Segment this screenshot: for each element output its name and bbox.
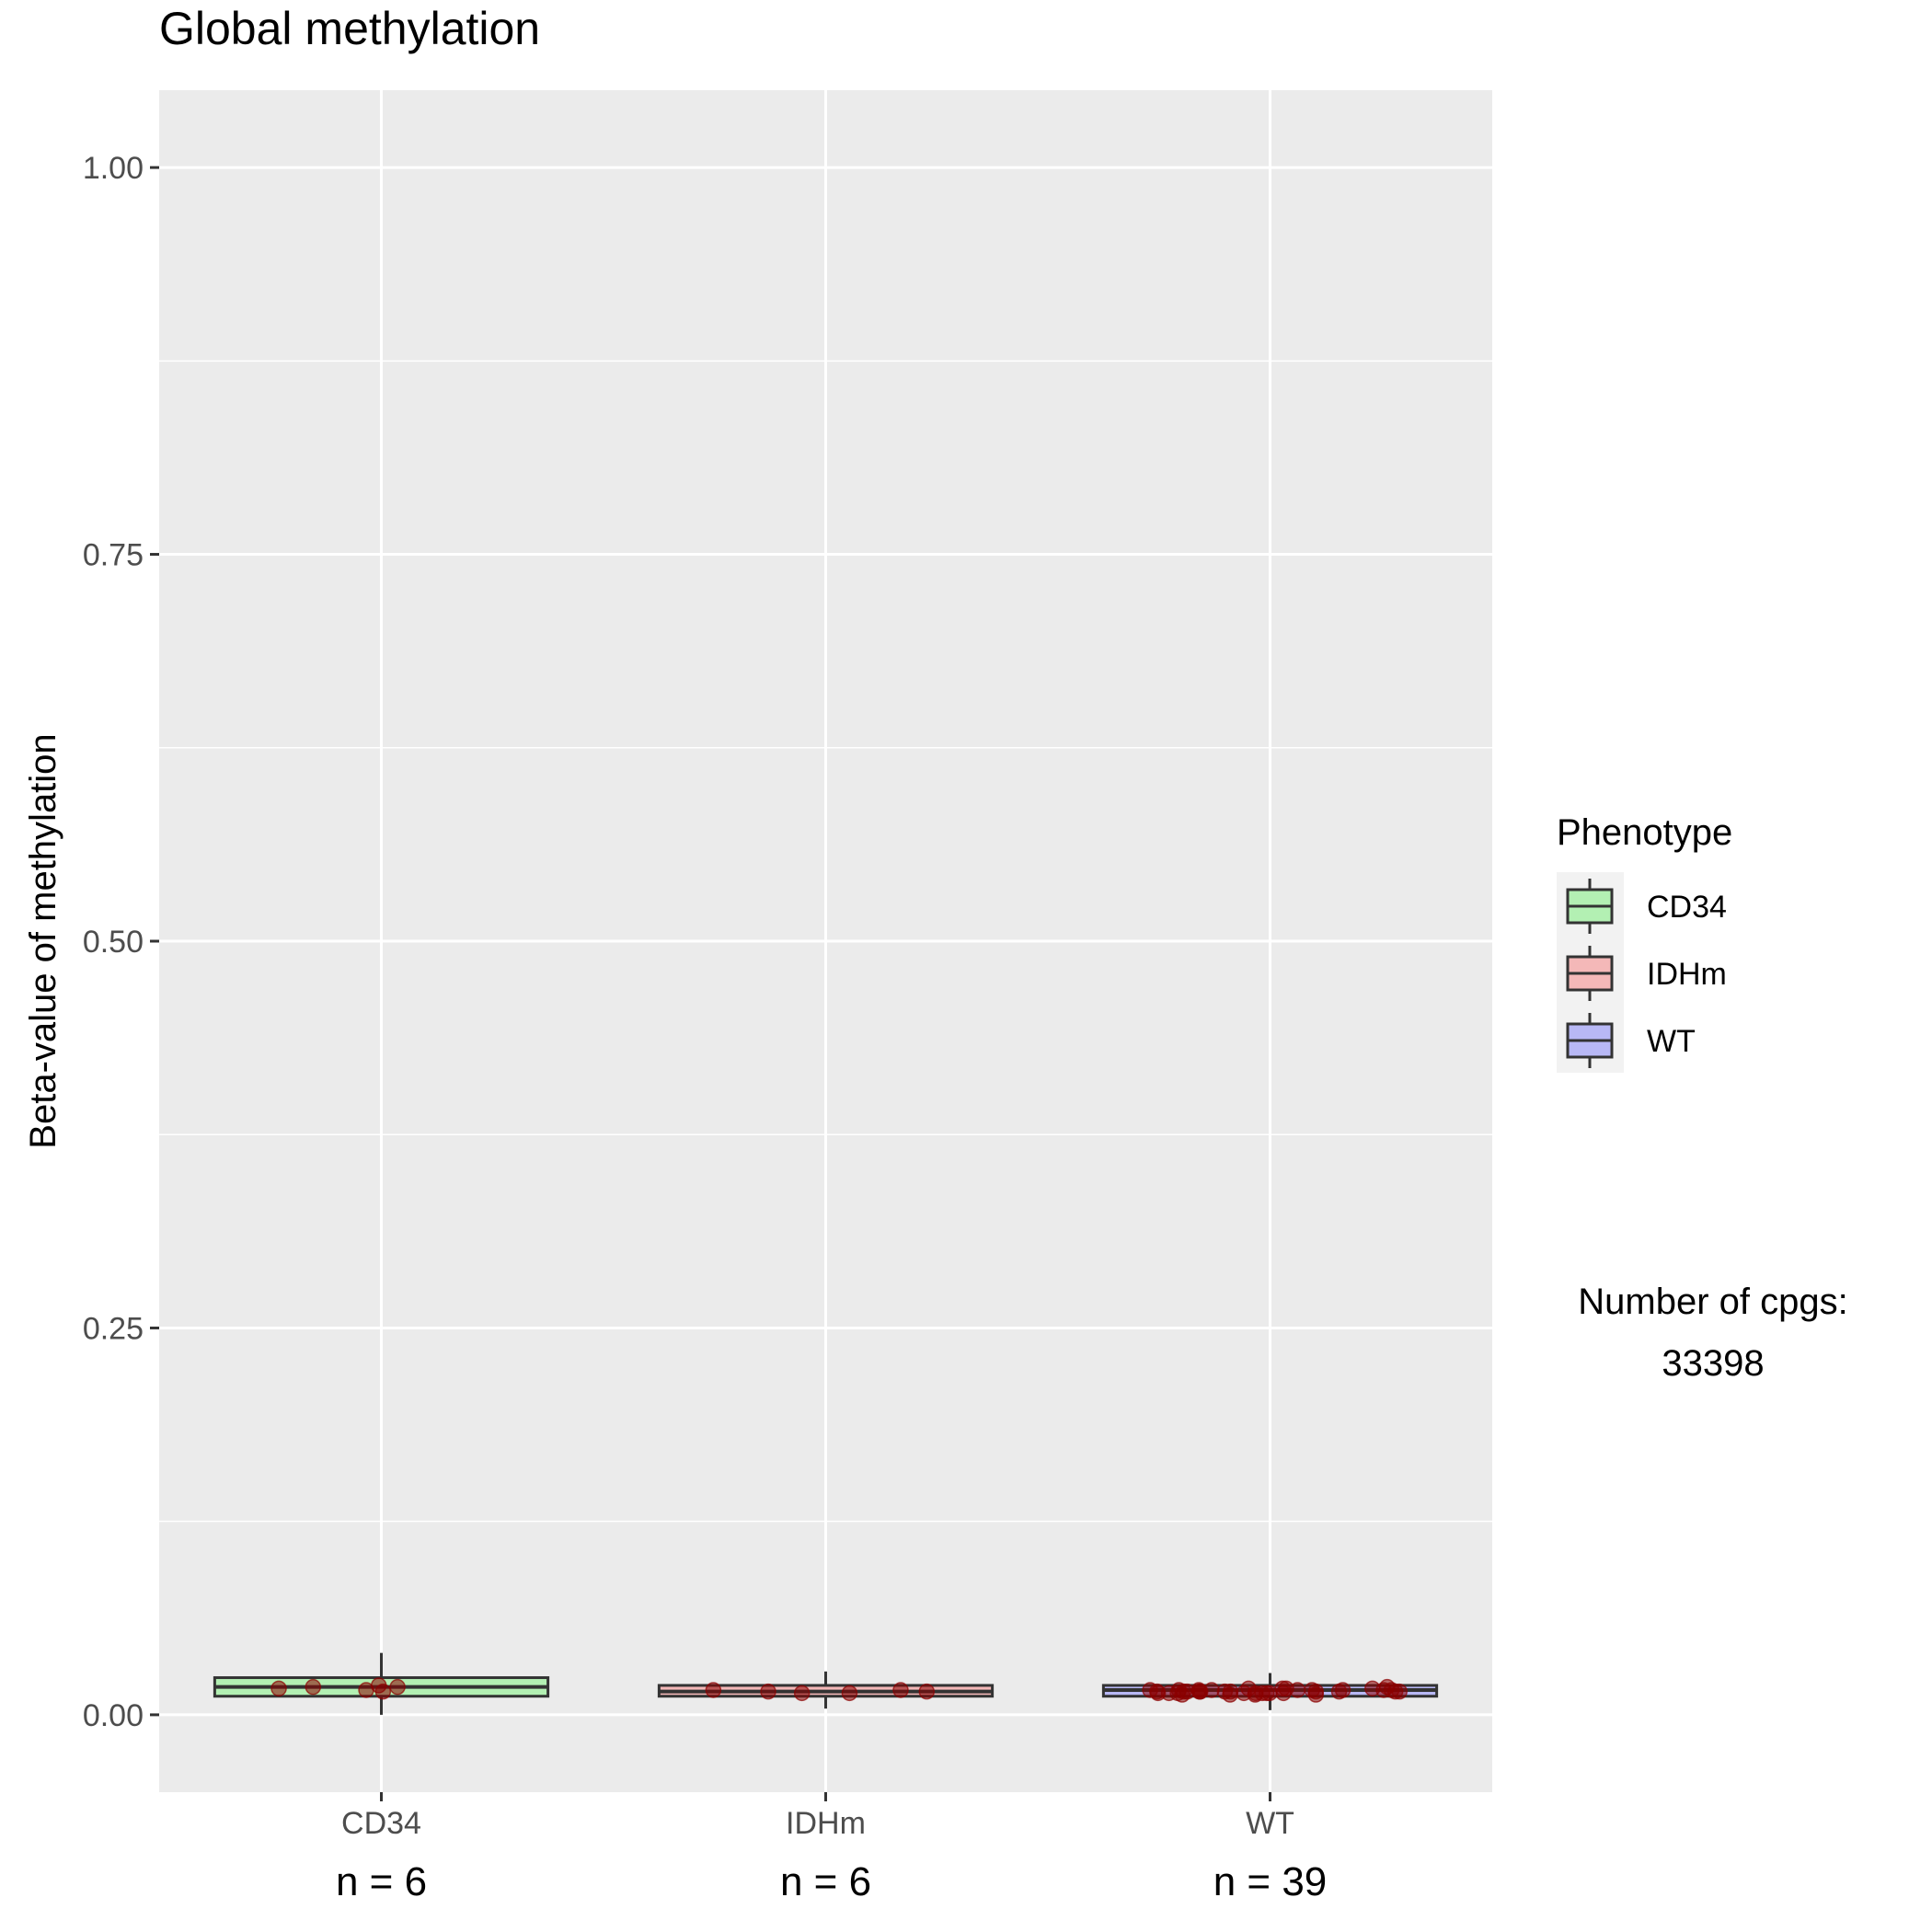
y-tick-label: 0.00: [83, 1698, 144, 1733]
data-point: [1364, 1680, 1381, 1697]
legend-label: IDHm: [1647, 957, 1727, 992]
jitter-points: [270, 1677, 1408, 1703]
y-axis: 0.00 0.25 0.50 0.75 1.00: [83, 151, 159, 1733]
x-tick-label: IDHm: [786, 1806, 866, 1841]
legend: Phenotype CD34 IDHm WT: [1557, 812, 1732, 1073]
data-point: [270, 1680, 287, 1697]
data-point: [918, 1683, 936, 1700]
data-point: [705, 1682, 722, 1698]
data-point: [1236, 1685, 1252, 1702]
data-point: [1254, 1685, 1271, 1702]
x-tick-label: WT: [1246, 1806, 1294, 1841]
legend-label: WT: [1647, 1024, 1696, 1059]
data-point: [793, 1685, 811, 1702]
data-point: [358, 1682, 374, 1698]
data-point: [841, 1685, 858, 1702]
cpg-annotation: Number of cpgs: 33398: [1578, 1282, 1847, 1384]
data-point: [1307, 1683, 1325, 1700]
x-axis: CD34 IDHm WT: [341, 1792, 1294, 1841]
y-tick-label: 0.25: [83, 1311, 144, 1346]
data-point: [1391, 1683, 1408, 1700]
sample-count-label: n = 6: [336, 1859, 427, 1904]
data-point: [305, 1678, 322, 1696]
x-tick-label: CD34: [341, 1806, 421, 1841]
legend-entry-cd34: CD34: [1566, 879, 1727, 934]
y-axis-title: Beta-value of methylation: [23, 733, 63, 1148]
chart-title: Global methylation: [159, 3, 540, 54]
sample-counts: n = 6 n = 6 n = 39: [336, 1859, 1327, 1904]
data-point: [1169, 1685, 1186, 1702]
annotation-line-1: Number of cpgs:: [1578, 1282, 1847, 1322]
data-point: [1149, 1685, 1167, 1702]
data-point: [1274, 1680, 1291, 1697]
data-point: [1191, 1683, 1208, 1700]
data-point: [760, 1683, 776, 1700]
legend-entry-wt: WT: [1566, 1013, 1696, 1068]
data-point: [374, 1683, 392, 1700]
y-tick-label: 0.50: [83, 925, 144, 960]
y-tick-label: 0.75: [83, 538, 144, 573]
legend-entry-idhm: IDHm: [1566, 946, 1727, 1001]
y-tick-label: 1.00: [83, 151, 144, 186]
legend-label: CD34: [1647, 890, 1727, 925]
legend-title: Phenotype: [1557, 812, 1732, 853]
data-point: [1289, 1682, 1306, 1698]
data-point: [892, 1682, 909, 1698]
annotation-line-2: 33398: [1662, 1343, 1764, 1384]
data-point: [389, 1678, 406, 1696]
data-point: [1330, 1683, 1348, 1700]
major-gridlines: [159, 90, 1492, 1792]
sample-count-label: n = 39: [1213, 1859, 1328, 1904]
sample-count-label: n = 6: [780, 1859, 871, 1904]
data-point: [1222, 1686, 1238, 1703]
